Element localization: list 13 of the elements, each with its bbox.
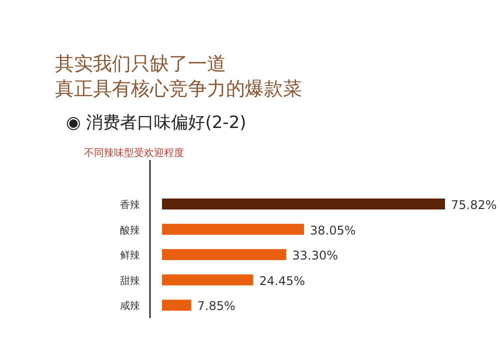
category: 香辣 <box>120 200 140 211</box>
value-label: 38.05% <box>310 223 356 238</box>
value-label: 75.82% <box>451 198 497 212</box>
category: 酸辣 <box>120 225 140 236</box>
category: 甜辣 <box>120 276 140 287</box>
value-label: 7.85% <box>197 299 236 314</box>
title: 其实我们只缺了一道真正具有核心竞争力的爆款菜 <box>55 53 302 100</box>
subtitle: ◉ 消费者口味偏好(2-2) <box>66 113 246 133</box>
category: 咸辣 <box>120 301 140 312</box>
value-label: 33.30% <box>292 248 338 263</box>
annotation: 不同辣味型受欢迎程度 <box>84 148 184 159</box>
value-label: 24.45% <box>259 274 306 288</box>
category: 鲜辣 <box>120 250 140 262</box>
